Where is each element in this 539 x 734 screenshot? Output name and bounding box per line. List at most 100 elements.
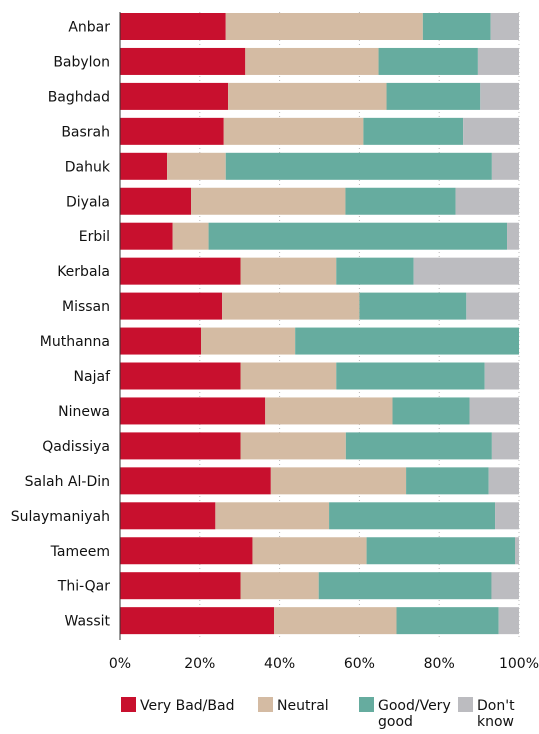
bar-segment: [228, 82, 387, 110]
category-label: Thi-Qar: [57, 579, 110, 595]
category-labels: Anbar Babylon Baghdad Basrah Dahuk Diyala Erbi…: [11, 20, 111, 630]
category-label: Kerbala: [57, 264, 110, 280]
legend-label: Neutral: [277, 698, 329, 714]
legend-swatch: [258, 697, 273, 712]
bar-segment: [120, 467, 271, 495]
bar-segment: [274, 607, 397, 635]
bar-segment: [252, 537, 367, 565]
bar-segment: [120, 47, 246, 75]
bar-segment: [120, 13, 226, 40]
bars: [120, 13, 519, 635]
bar-segment: [225, 13, 423, 40]
bar-segment: [225, 152, 492, 180]
x-tick-label: 20%: [184, 656, 215, 672]
legend-label: Very Bad/Bad: [140, 698, 234, 714]
bar-segment: [120, 362, 241, 390]
bar-segment: [240, 572, 319, 600]
bar-segment: [120, 537, 253, 565]
bar-segment: [120, 607, 275, 635]
category-label: Tameem: [50, 544, 110, 560]
bar-segment: [120, 397, 266, 425]
bar-segment: [498, 607, 519, 635]
bar-segment: [172, 222, 209, 250]
bar-segment: [270, 467, 407, 495]
bar-segment: [167, 152, 226, 180]
bar-segment: [120, 117, 224, 145]
bar-segment: [463, 117, 519, 145]
bar-segment: [265, 397, 393, 425]
category-label: Sulaymaniyah: [11, 509, 110, 525]
legend-label: Don't: [477, 698, 515, 714]
category-label: Erbil: [79, 229, 110, 245]
bar-segment: [120, 327, 201, 355]
legend-swatch: [458, 697, 473, 712]
bar-segment: [222, 292, 360, 320]
bar-segment: [336, 362, 485, 390]
bar-segment: [120, 572, 241, 600]
bar-segment: [413, 257, 519, 285]
legend-swatch: [121, 697, 136, 712]
bar-segment: [120, 432, 241, 460]
category-label: Qadissiya: [42, 439, 110, 455]
bar-segment: [318, 572, 492, 600]
bar-segment: [396, 607, 499, 635]
bar-segment: [359, 292, 467, 320]
bar-segment: [507, 222, 519, 250]
bar-segment: [240, 362, 337, 390]
bar-segment: [295, 327, 519, 355]
bar-segment: [515, 537, 519, 565]
category-label: Ninewa: [58, 404, 110, 420]
bar-segment: [488, 467, 519, 495]
bar-segment: [406, 467, 489, 495]
x-axis-ticks: 0% 20% 40% 60% 80% 100%: [109, 656, 539, 672]
bar-segment: [345, 187, 456, 215]
category-label: Anbar: [68, 20, 110, 36]
bar-segment: [120, 187, 192, 215]
bar-segment: [215, 502, 330, 530]
bar-segment: [490, 13, 519, 40]
bar-segment: [378, 47, 478, 75]
category-label: Wassit: [65, 614, 111, 630]
category-label: Muthanna: [40, 334, 110, 350]
bar-segment: [366, 537, 516, 565]
bar-segment: [120, 502, 216, 530]
x-tick-label: 80%: [424, 656, 455, 672]
bar-segment: [345, 432, 492, 460]
x-tick-label: 0%: [109, 656, 131, 672]
bar-segment: [191, 187, 346, 215]
legend-label: good: [378, 714, 413, 730]
bar-segment: [422, 13, 491, 40]
category-label: Babylon: [53, 54, 110, 70]
bar-segment: [495, 502, 519, 530]
bar-segment: [120, 257, 241, 285]
legend-swatch: [359, 697, 374, 712]
bar-segment: [455, 187, 519, 215]
bar-segment: [200, 327, 296, 355]
category-label: Dahuk: [65, 159, 111, 175]
category-label: Salah Al-Din: [25, 474, 110, 490]
bar-segment: [245, 47, 379, 75]
bar-segment: [491, 432, 519, 460]
bar-segment: [477, 47, 519, 75]
category-label: Basrah: [61, 124, 110, 140]
bar-segment: [223, 117, 364, 145]
bar-segment: [240, 432, 346, 460]
bar-segment: [329, 502, 496, 530]
bar-segment: [120, 222, 173, 250]
legend-label: Good/Very: [378, 698, 451, 714]
bar-segment: [480, 82, 519, 110]
category-label: Baghdad: [48, 89, 110, 105]
bar-segment: [120, 292, 223, 320]
bar-segment: [392, 397, 470, 425]
x-tick-label: 40%: [264, 656, 295, 672]
category-label: Missan: [62, 299, 110, 315]
bar-segment: [491, 152, 519, 180]
category-label: Najaf: [74, 369, 112, 385]
bar-segment: [469, 397, 519, 425]
bar-segment: [466, 292, 519, 320]
category-label: Diyala: [66, 194, 110, 210]
bar-segment: [336, 257, 414, 285]
bar-segment: [386, 82, 481, 110]
